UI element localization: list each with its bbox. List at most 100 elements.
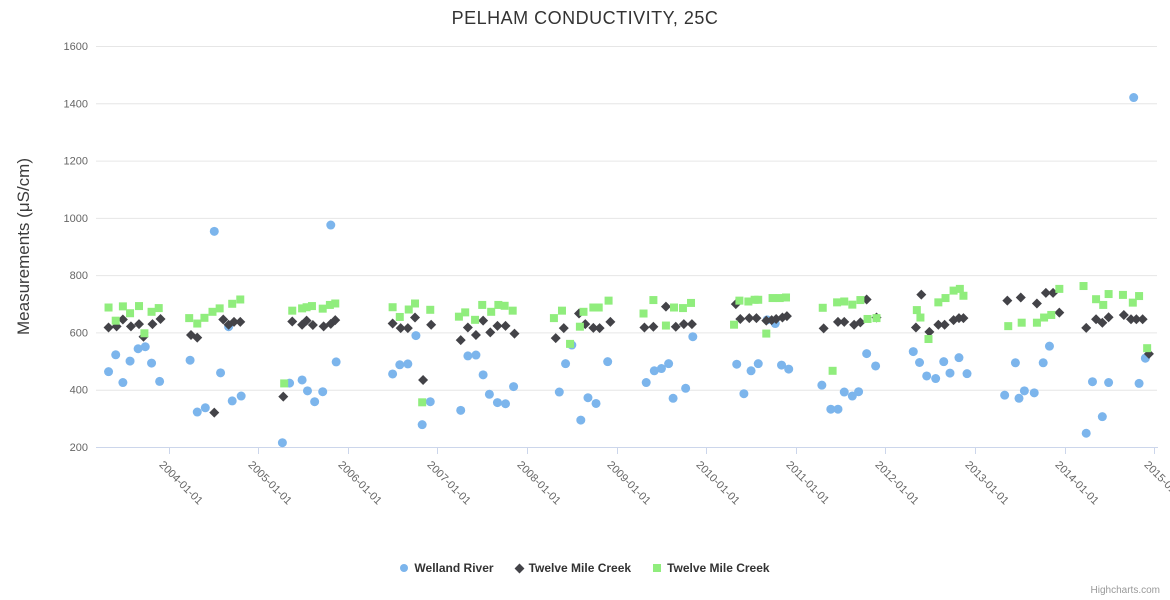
data-point-square[interactable] — [818, 303, 827, 312]
data-point-circle[interactable] — [656, 364, 666, 374]
data-point-circle[interactable] — [484, 389, 494, 399]
data-point-square[interactable] — [730, 320, 739, 329]
data-point-square[interactable] — [426, 305, 435, 314]
data-point-diamond[interactable] — [147, 319, 158, 330]
data-point-circle[interactable] — [554, 387, 564, 397]
data-point-square[interactable] — [687, 298, 696, 307]
data-point-diamond[interactable] — [648, 321, 659, 332]
data-point-diamond[interactable] — [1002, 295, 1013, 306]
data-point-square[interactable] — [111, 316, 120, 325]
data-point-circle[interactable] — [227, 396, 237, 406]
data-point-circle[interactable] — [185, 355, 195, 365]
legend-item-twelve-mile-creek-1[interactable]: Twelve Mile Creek — [514, 561, 631, 575]
data-point-square[interactable] — [557, 306, 566, 315]
data-point-diamond[interactable] — [1097, 317, 1108, 328]
data-point-square[interactable] — [1104, 290, 1113, 299]
data-point-circle[interactable] — [931, 374, 941, 384]
data-point-circle[interactable] — [310, 397, 320, 407]
data-point-circle[interactable] — [236, 391, 246, 401]
data-point-square[interactable] — [872, 314, 881, 323]
data-point-square[interactable] — [949, 286, 958, 295]
data-point-circle[interactable] — [746, 366, 756, 376]
data-point-circle[interactable] — [140, 342, 150, 352]
data-point-diamond[interactable] — [462, 322, 473, 333]
data-point-square[interactable] — [1099, 300, 1108, 309]
data-point-diamond[interactable] — [125, 321, 136, 332]
data-point-square[interactable] — [404, 305, 413, 314]
data-point-square[interactable] — [154, 304, 163, 313]
data-point-square[interactable] — [1092, 295, 1101, 304]
data-point-circle[interactable] — [739, 389, 749, 399]
data-point-square[interactable] — [1135, 292, 1144, 301]
data-point-circle[interactable] — [417, 420, 427, 430]
data-point-square[interactable] — [661, 321, 670, 330]
data-point-circle[interactable] — [331, 357, 341, 367]
data-point-square[interactable] — [185, 314, 194, 323]
data-point-square[interactable] — [669, 303, 678, 312]
data-point-square[interactable] — [325, 300, 334, 309]
data-point-diamond[interactable] — [509, 328, 520, 339]
data-point-square[interactable] — [215, 304, 224, 313]
data-point-circle[interactable] — [478, 370, 488, 380]
data-point-square[interactable] — [1079, 282, 1088, 291]
data-point-diamond[interactable] — [1137, 314, 1148, 325]
data-point-diamond[interactable] — [958, 313, 969, 324]
data-point-square[interactable] — [912, 306, 921, 315]
data-point-circle[interactable] — [133, 344, 143, 354]
data-point-circle[interactable] — [1029, 388, 1039, 398]
data-point-square[interactable] — [934, 298, 943, 307]
data-point-diamond[interactable] — [660, 301, 671, 312]
data-point-diamond[interactable] — [418, 374, 429, 385]
data-point-square[interactable] — [840, 297, 849, 306]
data-point-circle[interactable] — [583, 393, 593, 403]
data-point-circle[interactable] — [939, 357, 949, 367]
data-point-circle[interactable] — [509, 382, 519, 392]
data-point-circle[interactable] — [111, 350, 121, 360]
data-point-circle[interactable] — [668, 393, 678, 403]
data-point-circle[interactable] — [155, 376, 165, 386]
data-point-diamond[interactable] — [1054, 307, 1065, 318]
data-point-square[interactable] — [549, 314, 558, 323]
data-point-diamond[interactable] — [588, 322, 599, 333]
data-point-square[interactable] — [418, 398, 427, 407]
data-point-circle[interactable] — [777, 360, 787, 370]
data-point-diamond[interactable] — [117, 314, 128, 325]
data-point-square[interactable] — [302, 303, 311, 312]
data-point-diamond[interactable] — [744, 313, 755, 324]
data-point-square[interactable] — [649, 296, 658, 305]
data-point-square[interactable] — [140, 329, 149, 338]
data-point-square[interactable] — [461, 308, 470, 317]
data-point-circle[interactable] — [326, 220, 336, 230]
data-point-diamond[interactable] — [301, 315, 312, 326]
data-point-diamond[interactable] — [478, 315, 489, 326]
data-point-circle[interactable] — [1038, 358, 1048, 368]
data-point-square[interactable] — [1040, 313, 1049, 322]
data-point-square[interactable] — [594, 303, 603, 312]
data-point-diamond[interactable] — [192, 332, 203, 343]
data-point-circle[interactable] — [1010, 358, 1020, 368]
data-point-diamond[interactable] — [485, 327, 496, 338]
data-point-diamond[interactable] — [1126, 314, 1137, 325]
data-point-square[interactable] — [924, 335, 933, 344]
data-point-circle[interactable] — [1097, 412, 1107, 422]
data-point-circle[interactable] — [847, 391, 857, 401]
data-point-square[interactable] — [833, 298, 842, 307]
data-point-square[interactable] — [775, 294, 784, 303]
data-point-square[interactable] — [848, 300, 857, 309]
data-point-square[interactable] — [828, 366, 837, 375]
data-point-square[interactable] — [118, 302, 127, 311]
data-point-diamond[interactable] — [855, 317, 866, 328]
data-point-square[interactable] — [1143, 344, 1152, 353]
data-point-circle[interactable] — [871, 361, 881, 371]
data-point-square[interactable] — [236, 295, 245, 304]
data-point-circle[interactable] — [922, 371, 932, 381]
data-point-square[interactable] — [856, 296, 865, 305]
data-point-square[interactable] — [471, 315, 480, 324]
data-point-diamond[interactable] — [1103, 312, 1114, 323]
data-point-square[interactable] — [288, 306, 297, 315]
data-point-circle[interactable] — [147, 358, 157, 368]
legend-item-twelve-mile-creek-2[interactable]: Twelve Mile Creek — [653, 561, 770, 575]
data-point-diamond[interactable] — [134, 319, 145, 330]
data-point-circle[interactable] — [688, 332, 698, 342]
data-point-diamond[interactable] — [639, 322, 650, 333]
